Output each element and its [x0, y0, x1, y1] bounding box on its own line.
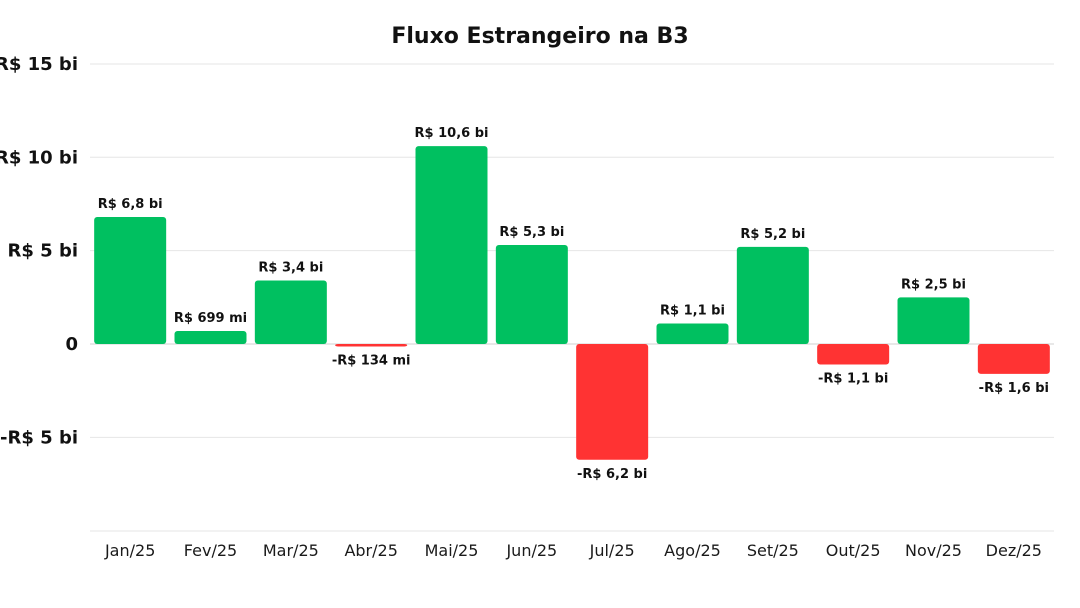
y-tick-label: -R$ 5 bi [0, 427, 78, 448]
data-label: R$ 3,4 bi [258, 261, 323, 276]
data-label: R$ 10,6 bi [415, 126, 489, 141]
data-label: -R$ 6,2 bi [577, 467, 647, 482]
data-label: R$ 2,5 bi [901, 277, 966, 292]
bar-mar-25 [254, 280, 327, 344]
data-label: -R$ 1,1 bi [818, 372, 888, 387]
x-tick-label: Mai/25 [425, 541, 479, 560]
x-tick-label: Dez/25 [986, 541, 1042, 560]
y-tick-label: R$ 5 bi [8, 241, 79, 262]
bar-fev-25 [174, 330, 247, 344]
x-tick-label: Set/25 [747, 541, 799, 560]
y-tick-label: R$ 15 bi [0, 54, 78, 75]
bar-set-25 [736, 246, 809, 344]
data-label: -R$ 134 mi [332, 354, 411, 369]
x-axis-labels: Jan/25 Fev/25 Mar/25 Abr/25 Mai/25 Jun/25 Jul/… [104, 541, 1042, 560]
data-label: -R$ 1,6 bi [979, 381, 1049, 396]
x-tick-label: Out/25 [826, 541, 881, 560]
bar-nov-25 [897, 297, 970, 344]
bar-jan-25 [94, 217, 167, 344]
data-label: R$ 5,2 bi [740, 227, 805, 242]
bar-out-25 [817, 344, 890, 365]
x-tick-label: Ago/25 [664, 541, 721, 560]
x-tick-label: Abr/25 [344, 541, 397, 560]
bar-jun-25 [495, 245, 568, 344]
chart-title: Fluxo Estrangeiro na B3 [391, 24, 688, 49]
y-tick-label: R$ 10 bi [0, 147, 78, 168]
x-tick-label: Nov/25 [905, 541, 962, 560]
bar-mai-25 [415, 146, 488, 344]
x-tick-label: Jul/25 [589, 541, 635, 560]
bars [94, 146, 1050, 460]
data-label: R$ 1,1 bi [660, 303, 725, 318]
data-label: R$ 699 mi [174, 311, 247, 326]
bar-abr-25 [335, 344, 408, 347]
data-label: R$ 6,8 bi [98, 197, 163, 212]
bar-dez-25 [977, 344, 1050, 374]
bar-ago-25 [656, 323, 729, 344]
data-labels: R$ 6,8 bi R$ 699 mi R$ 3,4 bi -R$ 134 mi R$ … [98, 126, 1049, 482]
bar-jul-25 [576, 344, 649, 460]
data-label: R$ 5,3 bi [499, 225, 564, 240]
y-tick-label: 0 [65, 334, 78, 355]
x-tick-label: Fev/25 [184, 541, 237, 560]
x-tick-label: Jan/25 [104, 541, 155, 560]
grid-layer [90, 63, 1054, 532]
y-axis-labels: R$ 15 bi R$ 10 bi R$ 5 bi 0 -R$ 5 bi [0, 54, 78, 448]
x-tick-label: Jun/25 [505, 541, 557, 560]
x-tick-label: Mar/25 [263, 541, 319, 560]
